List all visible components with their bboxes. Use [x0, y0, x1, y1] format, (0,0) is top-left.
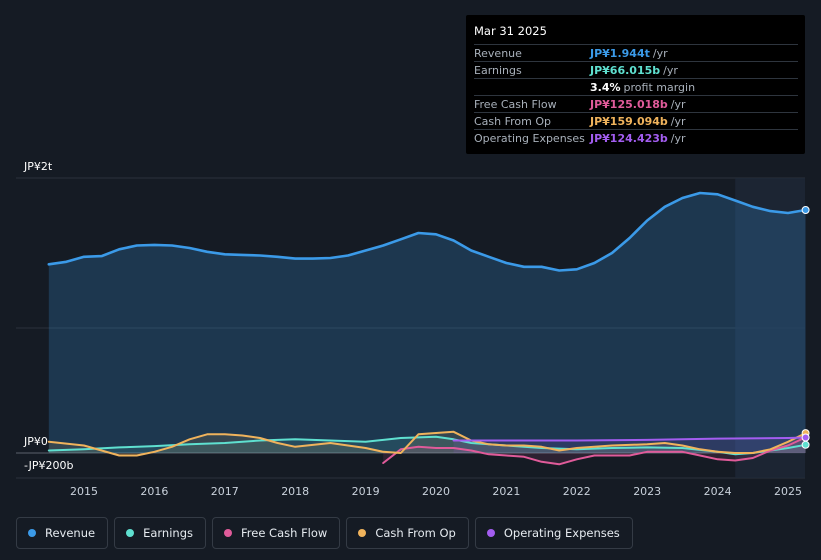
tooltip-value: JP¥66.015b: [590, 64, 661, 77]
tooltip-unit: /yr: [652, 47, 668, 60]
highlight-region: [735, 178, 805, 478]
tooltip-value: JP¥159.094b: [590, 115, 668, 128]
cash-from-op-line: [47, 430, 807, 457]
x-tick-label: 2016: [140, 485, 169, 498]
x-tick-label: 2018: [281, 485, 310, 498]
legend-item-operating-expenses[interactable]: Operating Expenses: [474, 517, 633, 549]
legend-dot-icon: [224, 529, 232, 537]
tooltip-panel: Mar 31 2025 Revenue JP¥1.944t /yr Earnin…: [466, 15, 805, 154]
legend-label: Free Cash Flow: [241, 526, 328, 540]
legend-dot-icon: [28, 529, 36, 537]
tooltip-value: JP¥125.018b: [590, 98, 668, 111]
y-axis-top-label: JP¥2t: [24, 160, 53, 173]
x-tick-label: 2021: [492, 485, 521, 498]
tooltip-date: Mar 31 2025: [474, 23, 798, 45]
legend-dot-icon: [358, 529, 367, 537]
tooltip-row-profit-margin: 3.4% profit margin: [474, 79, 798, 96]
x-tick-label: 2015: [70, 485, 98, 498]
revenue-end-point: [801, 206, 810, 214]
legend-label: Operating Expenses: [503, 526, 620, 540]
tooltip-unit: profit margin: [623, 81, 696, 94]
series-layer: [47, 191, 810, 466]
revenue-line: [47, 191, 807, 272]
x-tick-label: 2022: [562, 485, 591, 498]
tooltip-row-earnings: Earnings JP¥66.015b /yr: [474, 62, 798, 79]
earnings-end-point: [801, 440, 810, 449]
tooltip-value: JP¥124.423b: [590, 132, 668, 145]
x-tick-label: 2025: [774, 485, 802, 498]
tooltip-row-revenue: Revenue JP¥1.944t /yr: [474, 45, 798, 62]
y-axis-zero-label: JP¥0: [24, 435, 48, 448]
x-tick-label: 2017: [210, 485, 239, 498]
tooltip-label: Cash From Op: [474, 115, 552, 128]
cash-from-op-area: [48, 431, 806, 456]
legend-label: Earnings: [143, 526, 193, 540]
earnings-area: [48, 436, 806, 455]
tooltip-row-free-cash-flow: Free Cash Flow JP¥125.018b /yr: [474, 96, 798, 113]
y-axis-bottom-label: -JP¥200b: [24, 459, 74, 472]
legend-dot-icon: [126, 529, 135, 537]
tooltip-row-operating-expenses: Operating Expenses JP¥124.423b /yr: [474, 130, 798, 147]
tooltip-label: Operating Expenses: [474, 132, 585, 145]
revenue-area: [48, 193, 806, 453]
tooltip-unit: /yr: [663, 64, 678, 77]
tooltip-unit: /yr: [670, 98, 686, 111]
tooltip-unit: /yr: [670, 132, 686, 145]
x-tick-label: 2019: [351, 485, 380, 498]
legend-item-cash-from-op[interactable]: Cash From Op: [346, 517, 469, 549]
legend-label: Revenue: [45, 526, 96, 540]
legend-item-earnings[interactable]: Earnings: [114, 517, 206, 549]
tooltip-value: 3.4%: [590, 81, 621, 94]
operating-expenses-line: [452, 436, 807, 442]
x-tick-label: 2023: [633, 485, 662, 498]
tooltip-value: JP¥1.944t: [590, 47, 650, 60]
legend-item-free-cash-flow[interactable]: Free Cash Flow: [212, 517, 341, 549]
operating-expenses-end-point: [801, 433, 810, 442]
tooltip-unit: /yr: [670, 115, 686, 128]
x-tick-label: 2024: [703, 485, 732, 498]
legend-label: Cash From Op: [375, 526, 456, 540]
tooltip-row-cash-from-op: Cash From Op JP¥159.094b /yr: [474, 113, 798, 130]
legend: Revenue Earnings Free Cash Flow Cash Fro…: [16, 517, 633, 549]
tooltip-label: Free Cash Flow: [474, 98, 557, 111]
tooltip-label: [474, 79, 590, 95]
tooltip-label: Revenue: [474, 47, 522, 60]
x-tick-label: 2020: [422, 485, 450, 498]
legend-dot-icon: [486, 529, 495, 537]
tooltip-label: Earnings: [474, 64, 522, 77]
legend-item-revenue[interactable]: Revenue: [16, 517, 109, 549]
free-cash-flow-line: [382, 436, 807, 466]
